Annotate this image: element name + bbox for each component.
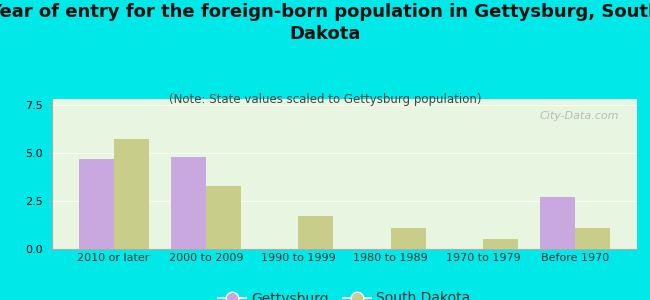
Bar — [575, 228, 610, 249]
Bar — [171, 157, 206, 249]
Text: (Note: State values scaled to Gettysburg population): (Note: State values scaled to Gettysburg… — [169, 93, 481, 106]
Bar — [298, 216, 333, 249]
Legend: Gettysburg, South Dakota: Gettysburg, South Dakota — [213, 286, 476, 300]
Bar — [114, 140, 149, 249]
Bar — [391, 228, 426, 249]
Bar — [483, 239, 518, 249]
Bar — [206, 185, 241, 249]
Bar — [540, 197, 575, 249]
Bar — [79, 159, 114, 249]
Text: Year of entry for the foreign-born population in Gettysburg, South
Dakota: Year of entry for the foreign-born popul… — [0, 3, 650, 43]
Text: City-Data.com: City-Data.com — [540, 111, 619, 121]
